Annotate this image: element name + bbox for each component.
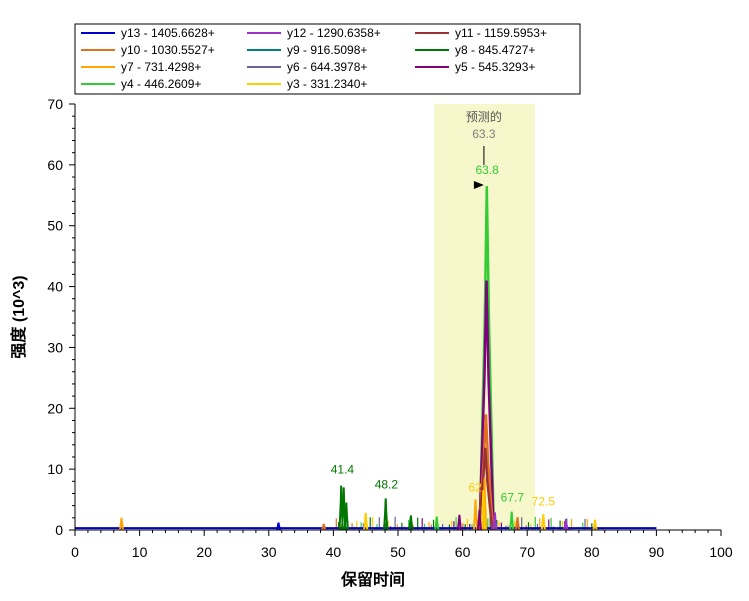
x-tick-label: 80 [584,544,600,560]
legend-entry: y9 - 916.5098+ [287,43,367,57]
x-tick-label: 30 [261,544,277,560]
legend-entry: y8 - 845.4727+ [455,43,535,57]
axes: 0 10 20 30 40 50 60 70 0 10 20 30 40 50 60 70 80 90 100 [47,96,732,560]
peak [321,523,327,531]
peak [592,519,598,531]
x-tick-label: 70 [519,544,535,560]
y-tick-label: 20 [47,400,63,416]
y-axis-title: 强度 (10^3) [9,275,28,358]
peak-label: 72.5 [532,495,556,509]
legend-entry: y6 - 644.3978+ [287,60,367,74]
legend: y13 - 1405.6628+ y12 - 1290.6358+ y11 - 11… [74,23,581,95]
predicted-value: 63.3 [472,127,496,141]
y-tick-label: 0 [55,522,63,538]
peak [434,516,440,531]
legend-entry: y4 - 446.2609+ [121,77,201,91]
legend-entry: y5 - 545.3293+ [455,60,535,74]
peak [343,502,349,531]
legend-entry: y13 - 1405.6628+ [121,26,215,40]
predicted-arrow [473,181,484,189]
peak [509,511,515,531]
peak [476,510,482,531]
peak [408,515,414,531]
x-tick-label: 50 [390,544,406,560]
y-tick-label: 60 [47,157,63,173]
peak [275,522,282,531]
peak-label: 63.8 [475,163,499,177]
peak-label: 67.7 [501,490,525,504]
peak-labels: 预测的 63.3 63.8 41.4 48.2 62. 67.7 72.5 [331,109,556,509]
x-axis-title: 保留时间 [340,570,405,589]
peak [476,447,494,531]
peak [341,487,347,531]
peak [456,514,462,531]
y-tick-label: 10 [47,461,63,477]
predicted-label: 预测的 [466,109,502,124]
x-tick-label: 40 [326,544,342,560]
peak [492,512,498,531]
legend-box [74,23,581,95]
x-tick-label: 0 [71,544,79,560]
y-tick-label: 40 [47,279,63,295]
x-tick-label: 100 [709,544,733,560]
legend-entry: y10 - 1030.5527+ [121,43,215,57]
x-tick-label: 60 [455,544,471,560]
legend-entry: y7 - 731.4298+ [121,60,201,74]
y-tick-label: 50 [47,218,63,234]
peak-label: 48.2 [375,478,399,492]
peak [480,490,486,531]
peak [363,512,369,531]
peaks [118,186,598,531]
peak [478,280,495,531]
peak-label: 62. [468,481,485,495]
peak-label: 41.4 [331,462,355,476]
peak [118,517,125,531]
peak [383,498,389,531]
peak [472,499,479,531]
peak [563,518,569,531]
y-tick-label: 70 [47,96,63,112]
peak [514,517,521,531]
x-tick-label: 10 [132,544,148,560]
peak [540,514,546,531]
legend-entry: y12 - 1290.6358+ [287,26,381,40]
x-tick-label: 90 [649,544,665,560]
y-tick-label: 30 [47,339,63,355]
x-tick-label: 20 [196,544,212,560]
legend-entry: y3 - 331.2340+ [287,77,367,91]
legend-entry: y11 - 1159.5953+ [455,26,547,40]
